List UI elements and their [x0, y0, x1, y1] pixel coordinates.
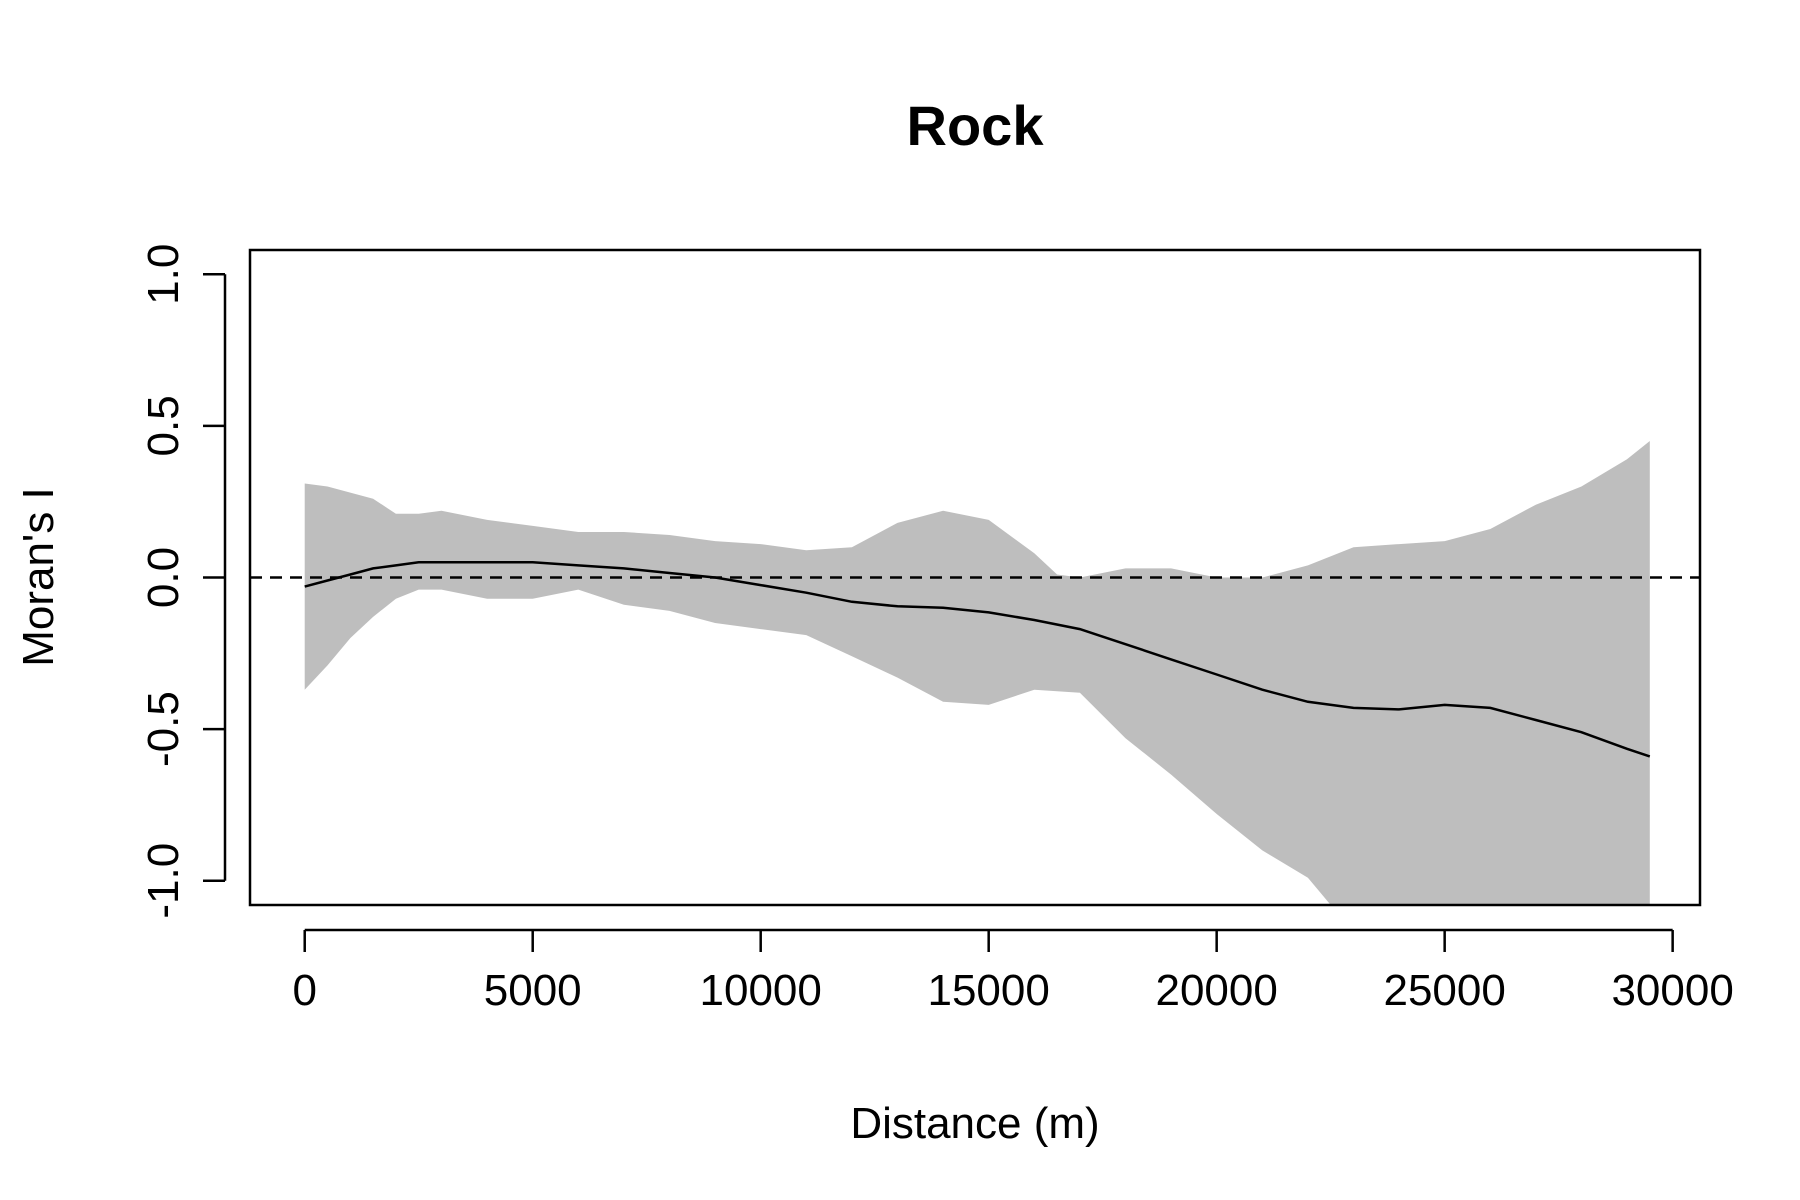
y-axis-label: Moran's I	[14, 487, 63, 667]
x-tick-label: 10000	[700, 966, 822, 1015]
y-axis: -1.0 -0.5 0.0 0.5 1.0	[139, 244, 227, 919]
confidence-band	[304, 441, 1650, 905]
y-tick-label: -0.5	[139, 691, 188, 767]
y-tick-label: 0.5	[139, 395, 188, 456]
x-axis-label: Distance (m)	[850, 1099, 1099, 1148]
y-tick-label: 1.0	[139, 244, 188, 305]
y-tick-label: 0.0	[139, 547, 188, 608]
y-tick-label: -1.0	[139, 843, 188, 919]
x-tick-label: 20000	[1155, 966, 1277, 1015]
chart-title: Rock	[907, 94, 1045, 157]
x-tick-label: 0	[292, 966, 316, 1015]
x-axis: 0 5000 10000 15000 20000 25000 30000	[292, 928, 1734, 1015]
confidence-band-layer	[304, 441, 1650, 905]
x-tick-label: 15000	[927, 966, 1049, 1015]
series-line-layer	[304, 561, 1651, 758]
morans-i-line	[304, 561, 1651, 758]
plot-frame	[248, 248, 1702, 907]
x-tick-label: 5000	[484, 966, 582, 1015]
x-tick-label: 25000	[1383, 966, 1505, 1015]
x-tick-label: 30000	[1611, 966, 1733, 1015]
